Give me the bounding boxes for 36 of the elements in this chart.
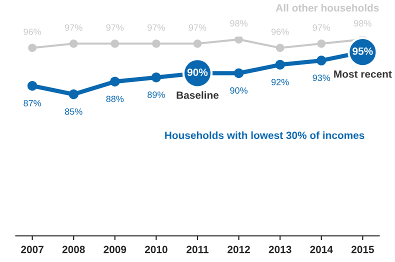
point xyxy=(28,44,36,52)
annotation: Baseline xyxy=(176,91,219,99)
data-label: 92% xyxy=(271,78,289,86)
x-tick-label: 2014 xyxy=(310,246,333,254)
x-tick-label: 2012 xyxy=(228,246,250,254)
point xyxy=(193,39,202,48)
annotation: 95% xyxy=(352,48,373,55)
point xyxy=(151,72,162,82)
point xyxy=(152,39,160,48)
point xyxy=(317,39,326,48)
x-tick-label: 2013 xyxy=(268,246,292,254)
annotation: Most recent xyxy=(334,70,392,78)
data-label: 87% xyxy=(24,100,42,106)
point xyxy=(234,68,244,78)
data-label: 90% xyxy=(230,87,248,94)
point xyxy=(276,44,284,52)
point xyxy=(68,89,78,100)
point xyxy=(275,60,285,70)
data-label: 85% xyxy=(64,108,82,115)
point xyxy=(316,56,326,66)
point xyxy=(110,76,120,86)
data-label: 93% xyxy=(312,74,330,82)
x-tick-label: 2010 xyxy=(144,246,168,254)
data-label: 89% xyxy=(148,92,165,98)
x-tick-label: 2008 xyxy=(62,246,85,254)
text: Households with lowest 30% of incomes xyxy=(165,131,364,140)
point xyxy=(27,80,38,91)
point xyxy=(69,39,78,48)
x-tick-label: 2007 xyxy=(21,246,44,254)
point xyxy=(110,39,120,48)
x-tick-label: 2015 xyxy=(351,246,374,254)
x-tick-label: 2011 xyxy=(186,246,209,254)
point xyxy=(234,36,243,44)
annotation: 90% xyxy=(187,68,208,76)
x-tick-label: 2009 xyxy=(104,246,126,254)
data-label: 88% xyxy=(106,96,124,102)
